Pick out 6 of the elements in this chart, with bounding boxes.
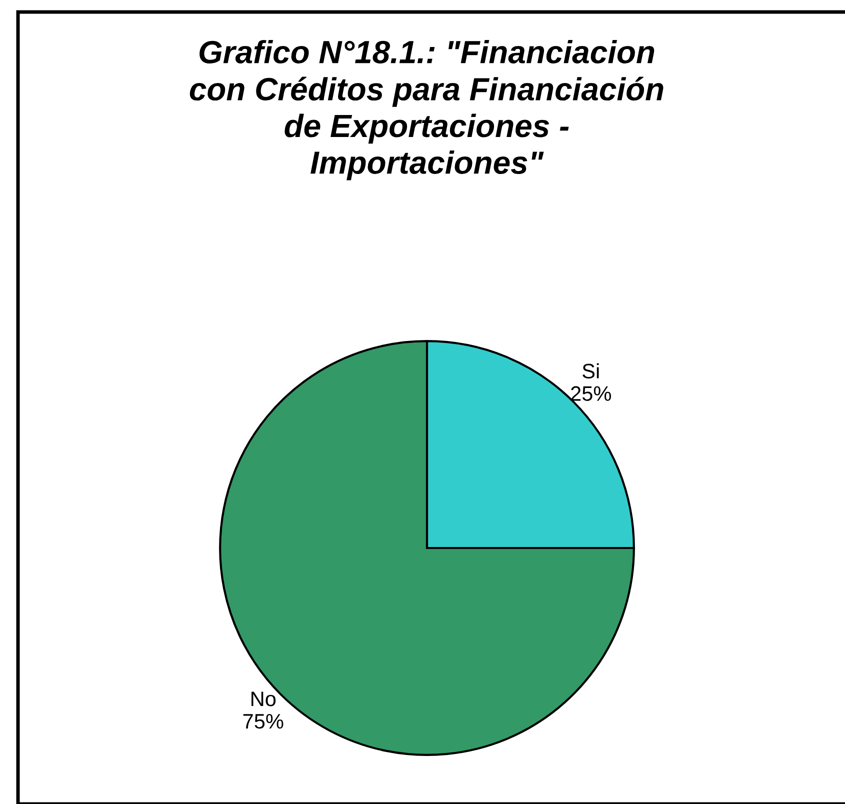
chart-title: Grafico N°18.1.: "Financiacion con Créditos para Financiación de Exportaciones - Importaciones" <box>190 40 664 180</box>
slice-label: Si <box>582 363 599 378</box>
pie-slice <box>219 340 635 756</box>
data-label: 25% <box>571 386 611 401</box>
slice-label: No <box>252 692 276 706</box>
data-label: 75% <box>243 714 284 729</box>
